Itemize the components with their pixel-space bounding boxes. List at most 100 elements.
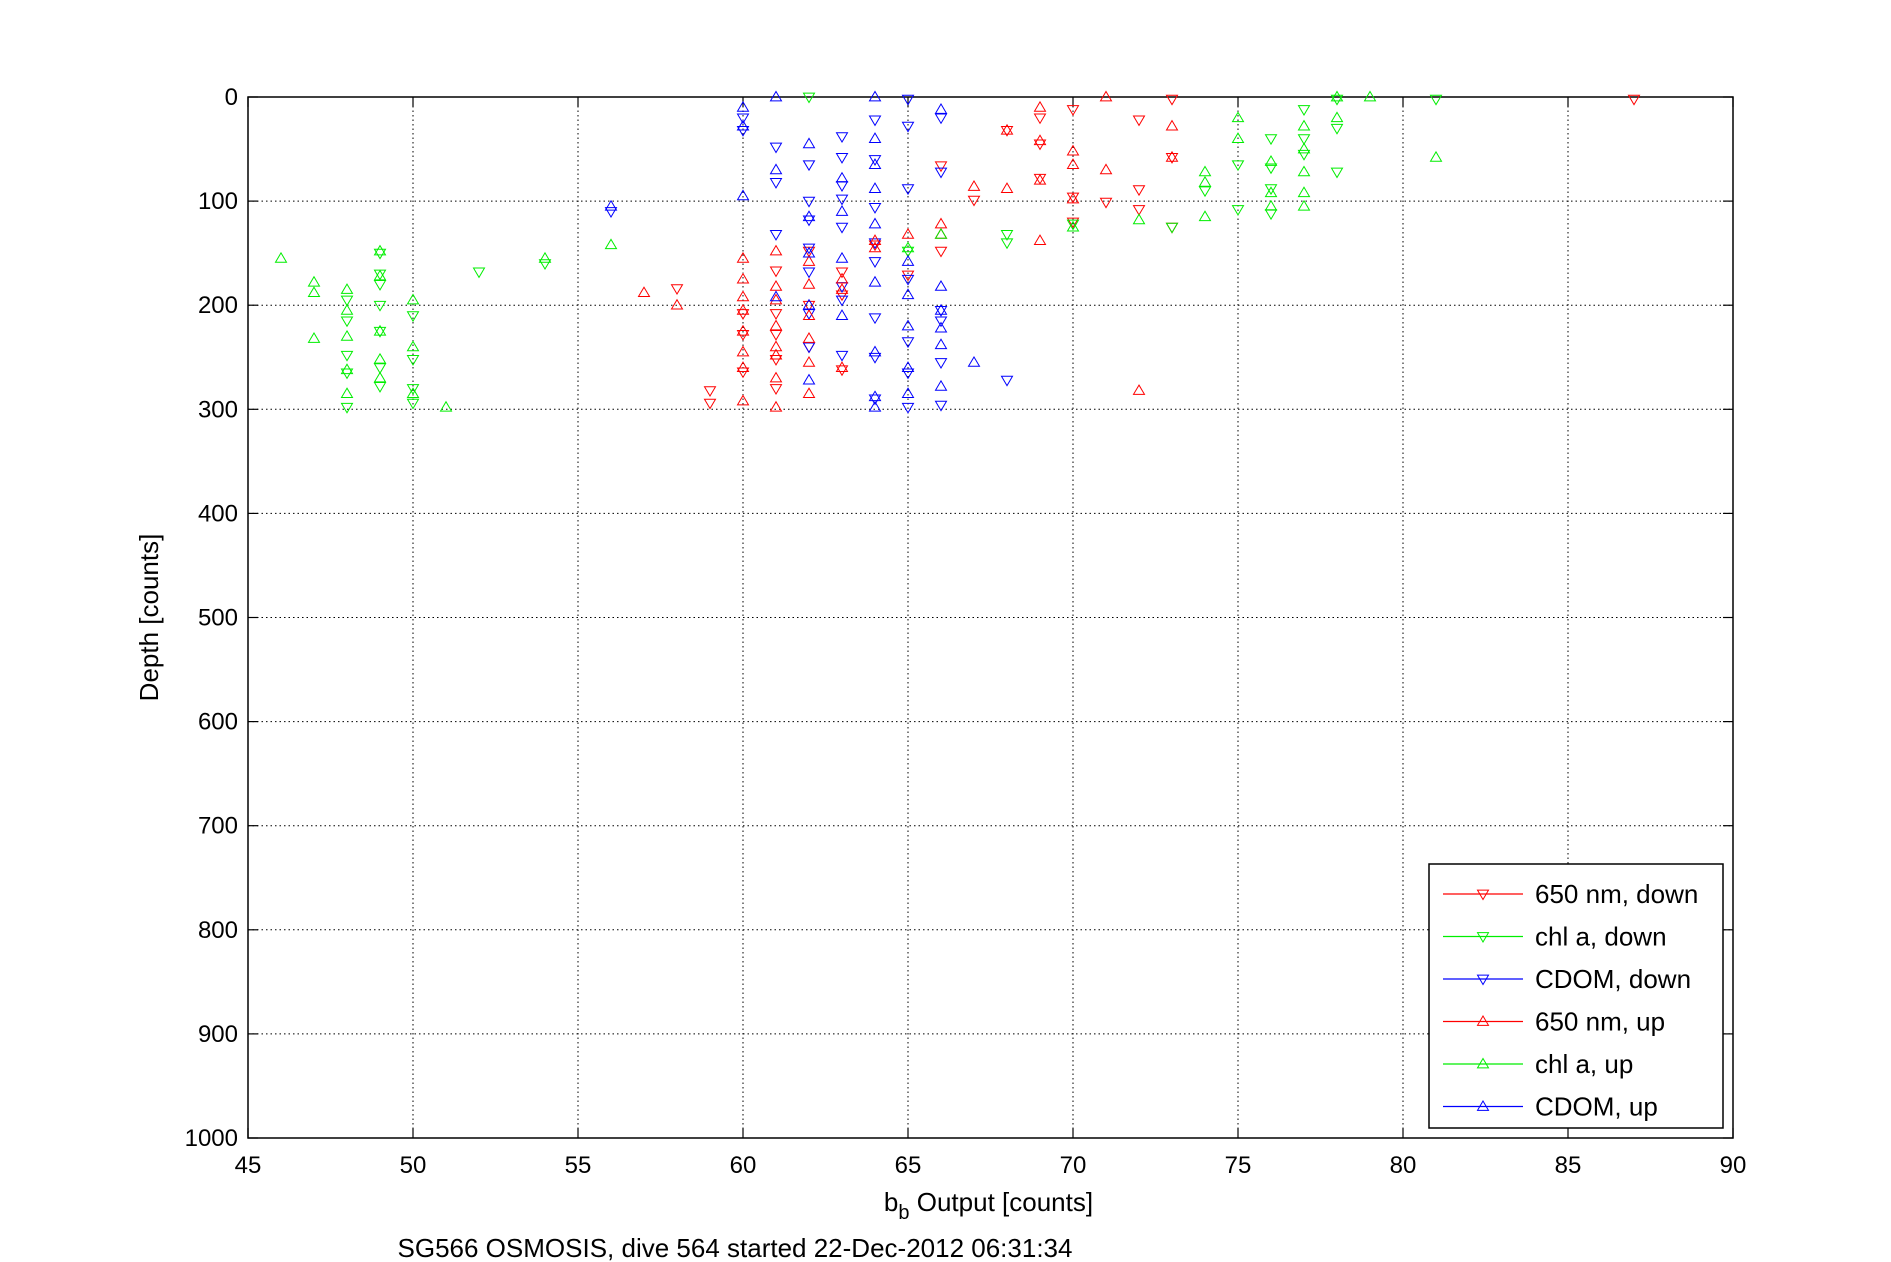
data-point: [1297, 199, 1311, 211]
data-point: [868, 155, 882, 166]
data-point: [802, 267, 816, 279]
legend-marker: [1476, 932, 1490, 943]
data-point: [1231, 205, 1245, 216]
data-point: [934, 279, 948, 291]
y-tick-label: 700: [198, 813, 238, 840]
data-point: [1231, 132, 1245, 143]
data-point: [1099, 90, 1113, 102]
data-point: [769, 90, 783, 102]
data-point: [1330, 90, 1344, 102]
data-point: [406, 354, 420, 366]
data-point: [340, 295, 354, 307]
data-point: [736, 290, 750, 302]
data-point: [835, 222, 849, 234]
series-4: [274, 90, 1443, 412]
data-point: [769, 244, 783, 256]
data-point: [340, 329, 354, 341]
data-point: [1264, 163, 1278, 175]
legend-label: CDOM, up: [1535, 1092, 1658, 1122]
data-point: [340, 283, 354, 294]
data-point: [1000, 123, 1014, 135]
y-tick-label: 0: [225, 84, 238, 111]
footer-caption: SG566 OSMOSIS, dive 564 started 22-Dec-2…: [398, 1233, 1073, 1262]
data-point: [670, 284, 684, 296]
data-point: [868, 257, 882, 268]
legend-item: chl a, up: [1443, 1049, 1633, 1079]
data-point: [406, 340, 420, 352]
data-point: [901, 274, 915, 286]
data-point: [1198, 210, 1212, 222]
data-point: [769, 293, 783, 305]
x-tick-label: 75: [1225, 1152, 1252, 1179]
data-point: [373, 300, 387, 312]
legend-marker: [1476, 1015, 1490, 1026]
data-point: [670, 298, 684, 310]
data-point: [901, 94, 915, 106]
data-point: [406, 384, 420, 395]
data-point: [769, 348, 783, 360]
data-point: [1429, 94, 1443, 106]
data-point: [1363, 90, 1377, 102]
x-tick-label: 70: [1060, 1152, 1087, 1179]
legend-box: [1428, 863, 1724, 1129]
data-point: [835, 283, 849, 294]
data-point: [868, 132, 882, 143]
data-point: [769, 230, 783, 241]
data-point: [769, 178, 783, 189]
data-point: [1132, 185, 1146, 197]
data-point: [901, 387, 915, 399]
data-point: [736, 125, 750, 137]
data-point: [1297, 134, 1311, 146]
y-tick-label: 900: [198, 1021, 238, 1048]
data-point: [769, 290, 783, 302]
data-point: [1264, 184, 1278, 196]
x-tick-label: 60: [730, 1152, 757, 1179]
x-tick-label: 65: [895, 1152, 922, 1179]
data-point: [373, 382, 387, 393]
data-point: [373, 352, 387, 364]
data-point: [736, 367, 750, 379]
data-point: [1429, 150, 1443, 162]
data-point: [1231, 111, 1245, 123]
data-point: [538, 251, 552, 263]
data-point: [1264, 199, 1278, 211]
data-point: [340, 387, 354, 399]
data-point: [901, 227, 915, 239]
data-point: [340, 303, 354, 315]
data-point: [1000, 238, 1014, 250]
legend-marker: [1476, 889, 1490, 901]
data-point: [868, 390, 882, 402]
data-point: [1000, 125, 1014, 137]
data-point: [1165, 150, 1179, 162]
legend: 650 nm, down chl a, down CDOM, down 650 nm,…: [1428, 863, 1724, 1129]
data-point: [868, 313, 882, 325]
data-point: [1066, 158, 1080, 170]
legend-marker: [1476, 1100, 1490, 1111]
data-point: [835, 171, 849, 183]
legend-label: chl a, up: [1535, 1049, 1633, 1079]
data-point: [373, 324, 387, 336]
data-point: [1297, 165, 1311, 177]
data-point: [802, 373, 816, 385]
data-point: [901, 361, 915, 373]
data-point: [1132, 213, 1146, 225]
data-point: [835, 361, 849, 373]
data-point: [406, 398, 420, 410]
data-point: [769, 371, 783, 383]
data-point: [604, 238, 618, 250]
data-point: [868, 158, 882, 170]
data-point: [835, 295, 849, 307]
x-axis-label-rest: Output [counts]: [910, 1187, 1094, 1217]
data-point: [868, 90, 882, 102]
data-point: [637, 286, 651, 298]
data-point: [1627, 94, 1641, 106]
legend-marker: [1476, 1057, 1490, 1069]
data-point: [868, 240, 882, 252]
data-point: [835, 350, 849, 362]
data-point: [1264, 134, 1278, 146]
data-point: [802, 277, 816, 289]
data-point: [307, 286, 321, 298]
data-point: [934, 379, 948, 391]
data-point: [1033, 173, 1047, 185]
data-point: [1330, 94, 1344, 106]
